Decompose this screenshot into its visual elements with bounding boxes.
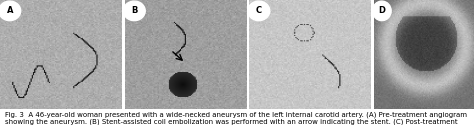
Circle shape <box>373 1 391 21</box>
Circle shape <box>0 1 21 21</box>
Text: C: C <box>256 6 262 15</box>
Circle shape <box>123 1 145 21</box>
Text: B: B <box>131 6 137 15</box>
Text: Fig. 3  A 46-year-old woman presented with a wide-necked aneurysm of the left in: Fig. 3 A 46-year-old woman presented wit… <box>5 111 467 125</box>
Circle shape <box>248 1 270 21</box>
Text: A: A <box>7 6 13 15</box>
Text: D: D <box>378 6 385 15</box>
